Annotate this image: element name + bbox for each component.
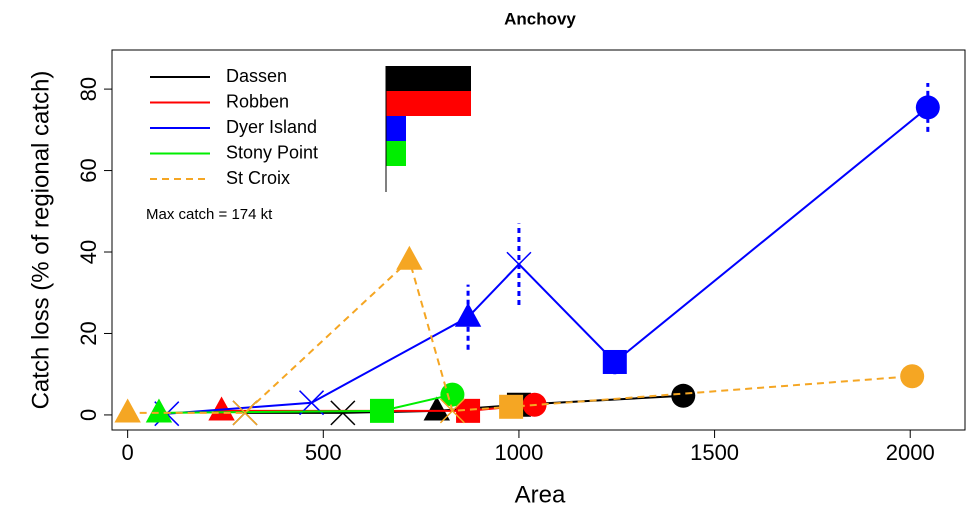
x-tick-label: 500 — [305, 440, 342, 465]
marker — [396, 245, 423, 270]
legend-label: Dyer Island — [226, 117, 317, 137]
y-axis-label: Catch loss (% of regional catch) — [27, 71, 54, 410]
marker — [369, 398, 394, 423]
marker — [915, 95, 940, 120]
y-tick-label: 40 — [76, 240, 101, 264]
x-tick-label: 0 — [122, 440, 134, 465]
annotation: Max catch = 174 kt — [146, 206, 273, 223]
share-bar — [386, 141, 406, 166]
y-tick-label: 0 — [76, 409, 101, 421]
marker — [114, 398, 141, 423]
series-line — [127, 258, 913, 414]
x-axis-label: Area — [515, 481, 566, 508]
marker — [330, 400, 356, 426]
y-tick-label: 80 — [76, 77, 101, 101]
marker — [145, 398, 173, 423]
marker — [208, 396, 235, 421]
x-tick-label: 1000 — [494, 440, 543, 465]
marker — [439, 398, 465, 424]
marker — [499, 394, 524, 419]
plot-box — [111, 49, 966, 431]
marker — [506, 251, 532, 277]
share-bar — [386, 116, 406, 141]
x-tick-label: 2000 — [886, 440, 935, 465]
legend-label: Dassen — [226, 66, 287, 86]
marker — [440, 382, 465, 407]
y-tick-label: 20 — [76, 321, 101, 345]
marker — [454, 302, 482, 327]
legend-label: Stony Point — [226, 142, 318, 162]
series-line — [166, 106, 929, 415]
legend-label: Robben — [226, 91, 289, 111]
y-tick-label: 60 — [76, 158, 101, 182]
marker — [423, 396, 450, 421]
marker — [232, 400, 258, 426]
chart-title: Anchovy — [504, 9, 576, 28]
share-bar — [386, 66, 471, 91]
share-bar — [386, 91, 471, 116]
marker — [602, 349, 627, 374]
x-tick-label: 1500 — [690, 440, 739, 465]
marker — [900, 364, 925, 389]
marker — [671, 383, 696, 408]
legend-label: St Croix — [226, 168, 290, 188]
